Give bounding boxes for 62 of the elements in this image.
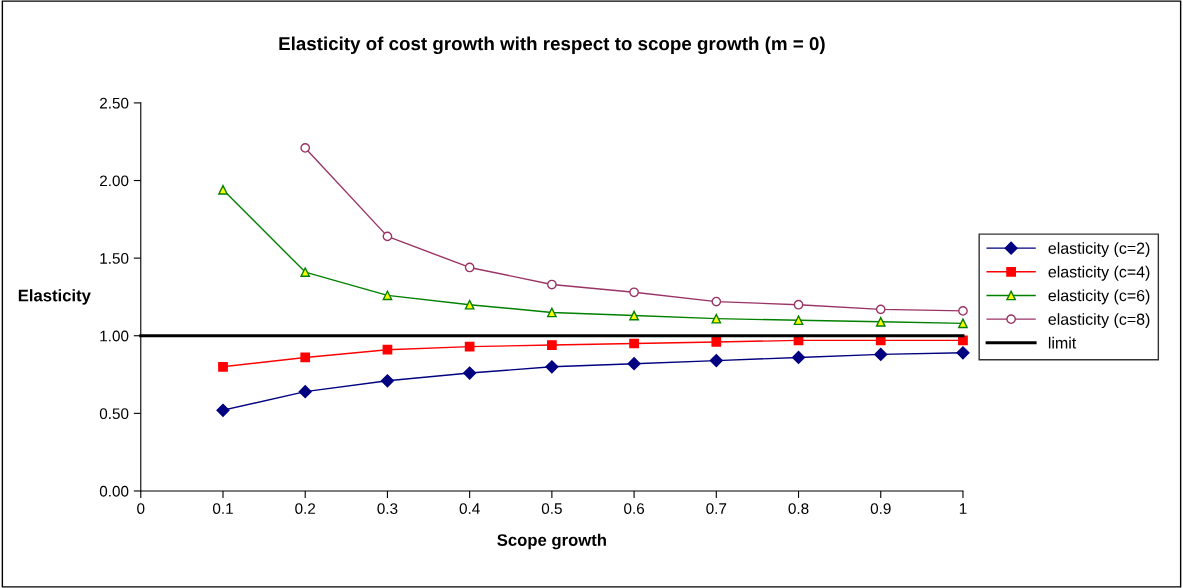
- point: [958, 335, 968, 346]
- point: [629, 338, 639, 349]
- point: [298, 385, 312, 399]
- point: [300, 143, 311, 153]
- point: [709, 353, 723, 368]
- point: [629, 310, 639, 321]
- point: [380, 374, 395, 388]
- x-tick-label: 0.1: [212, 503, 233, 515]
- point: [547, 340, 557, 350]
- point: [875, 316, 886, 327]
- point: [875, 304, 886, 315]
- x-tick-label: 0.7: [706, 503, 727, 515]
- point: [956, 346, 970, 360]
- y-tick-label: 0.50: [99, 408, 129, 420]
- y-tick-label: 1.50: [100, 253, 129, 264]
- point: [382, 290, 393, 301]
- legend-label: elasticity (c=2): [1048, 242, 1150, 258]
- x-tick-label: 0.9: [870, 503, 891, 515]
- point: [300, 352, 311, 363]
- y-tick-label: 2.50: [100, 97, 129, 109]
- point: [958, 306, 968, 316]
- point: [791, 350, 806, 365]
- point: [874, 347, 888, 361]
- x-tick-label: 0.8: [788, 503, 809, 515]
- x-tick-label: 1: [959, 503, 967, 514]
- point: [464, 341, 475, 352]
- point: [382, 344, 393, 355]
- point: [627, 357, 641, 371]
- point: [547, 307, 557, 318]
- point: [545, 360, 559, 374]
- point: [958, 318, 968, 329]
- legend-label: limit: [1048, 336, 1077, 349]
- point: [711, 337, 722, 347]
- x-axis-title: Scope growth: [497, 533, 606, 550]
- point: [547, 279, 557, 290]
- x-tick-label: 0.4: [459, 503, 480, 515]
- point: [464, 299, 475, 310]
- x-tick-label: 0.5: [541, 503, 562, 515]
- point: [793, 299, 804, 310]
- y-tick-label: 1.00: [100, 330, 129, 342]
- legend-label: elasticity (c=4): [1048, 265, 1150, 281]
- y-tick-label: 0.00: [99, 485, 129, 497]
- point: [464, 262, 475, 273]
- chart-title: Elasticity of cost growth with respect to scope growth (m = 0): [279, 36, 825, 55]
- x-tick-label: 0: [137, 503, 145, 515]
- y-axis-title: Elasticity: [18, 289, 91, 305]
- point: [463, 366, 477, 380]
- point: [216, 403, 230, 417]
- x-tick-label: 0.3: [377, 503, 398, 515]
- x-tick-label: 0.2: [295, 503, 316, 515]
- y-tick-label: 2.00: [100, 175, 129, 187]
- point: [711, 313, 722, 324]
- point: [218, 361, 228, 372]
- legend-label: elasticity (c=8): [1048, 313, 1150, 329]
- point: [711, 296, 722, 307]
- point: [629, 287, 639, 298]
- point: [218, 184, 228, 195]
- point: [793, 315, 804, 326]
- point: [300, 267, 311, 277]
- point: [382, 231, 393, 242]
- x-tick-label: 0.6: [624, 503, 645, 515]
- legend-label: elasticity (c=6): [1048, 289, 1150, 305]
